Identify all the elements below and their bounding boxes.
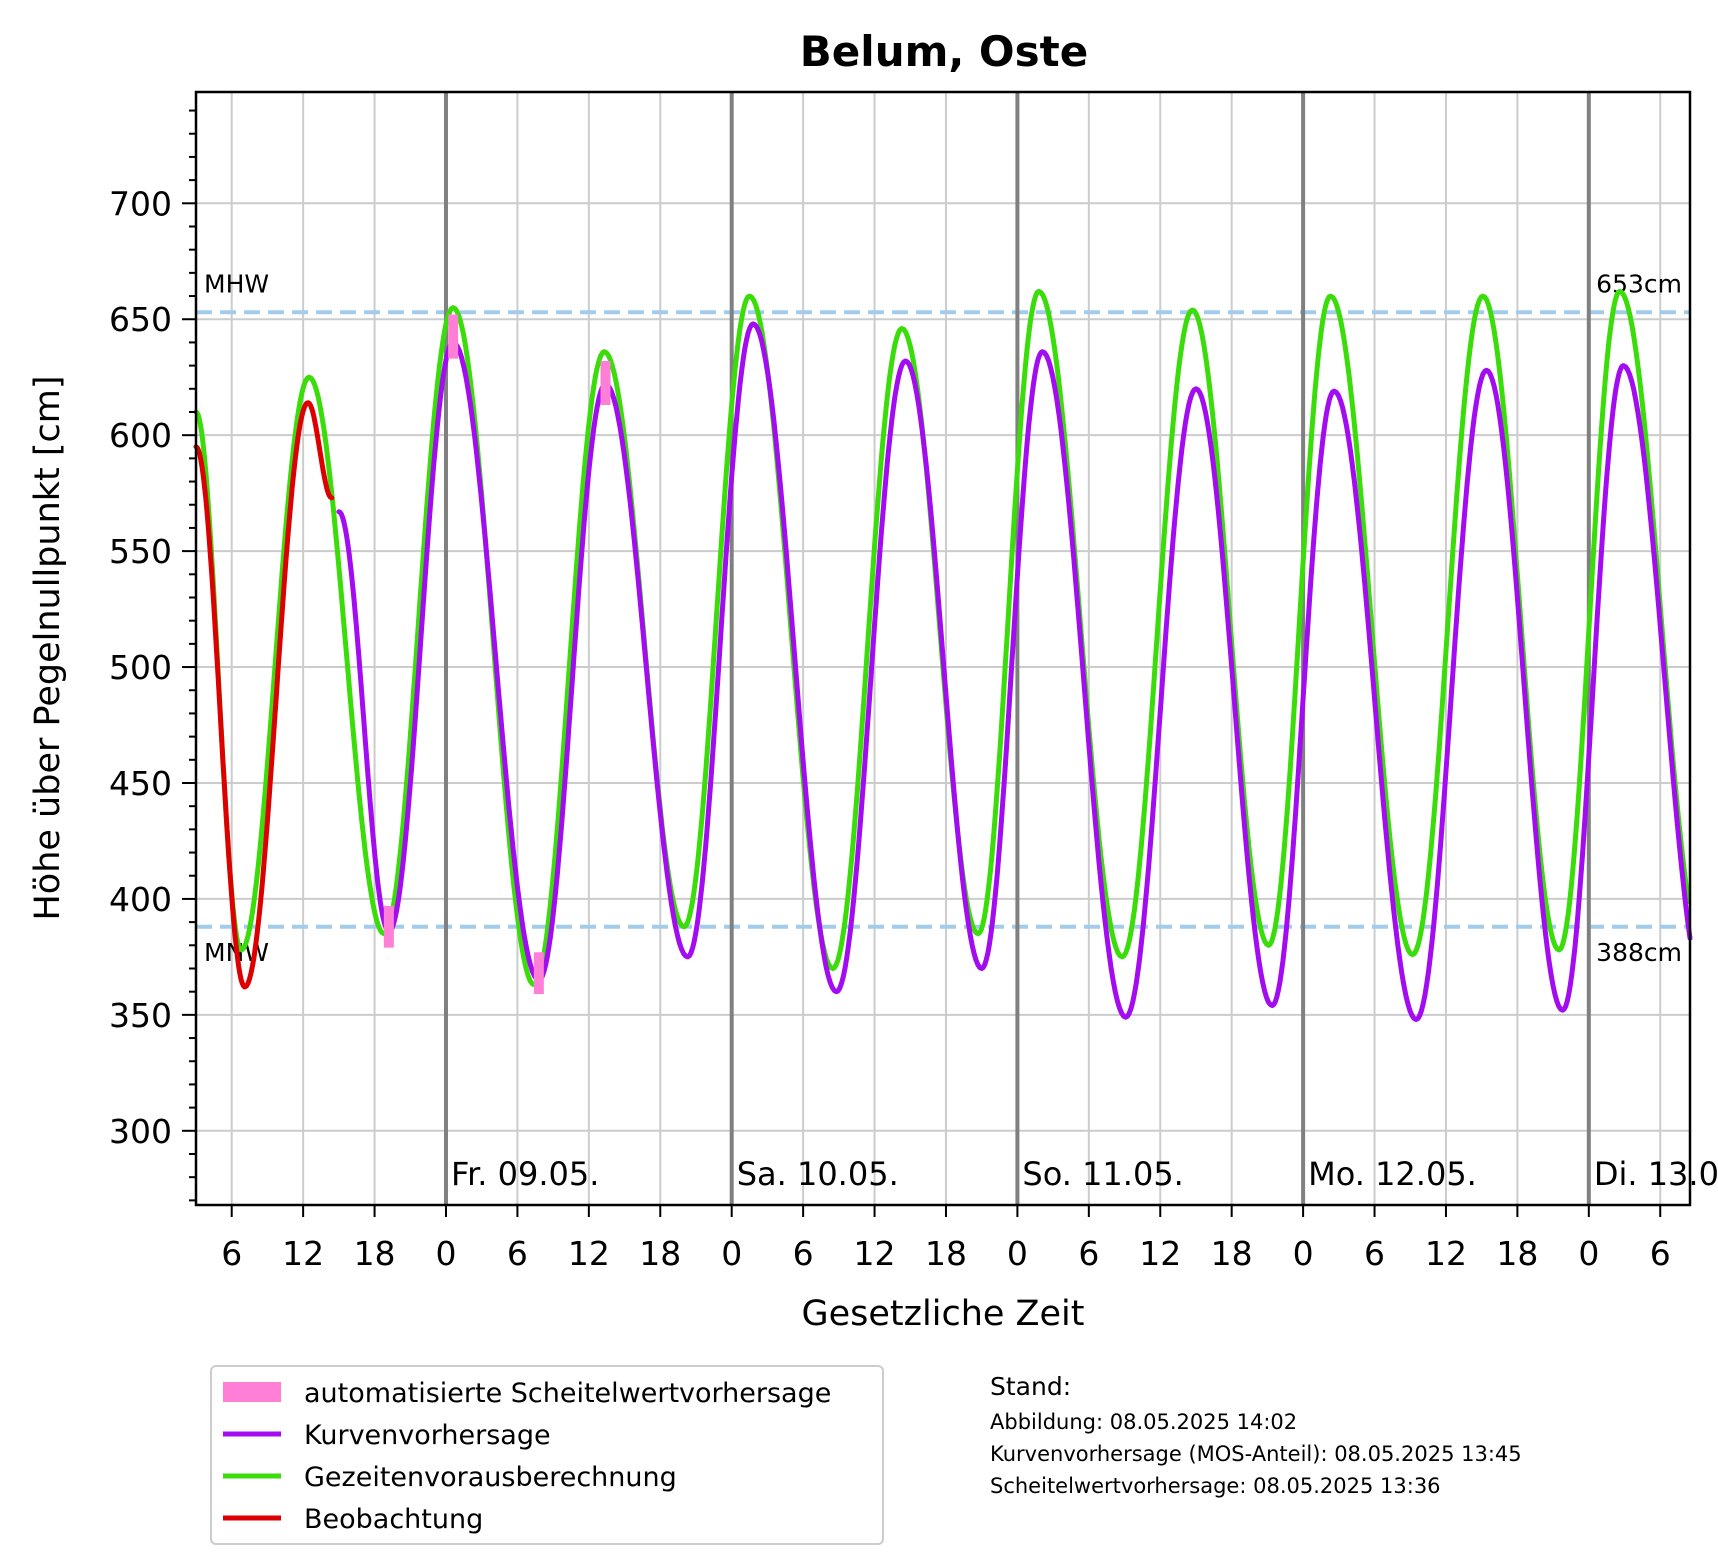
x-tick-label: 0 (435, 1234, 456, 1273)
x-tick-label: 6 (1078, 1234, 1099, 1273)
reference-line-name: MHW (204, 269, 269, 298)
legend-label: Kurvenvorhersage (304, 1420, 551, 1451)
legend-label: automatisierte Scheitelwertvorhersage (304, 1378, 831, 1409)
reference-line-value: 653cm (1596, 269, 1682, 298)
x-tick-label: 12 (568, 1234, 610, 1273)
day-label: Di. 13.05. (1594, 1155, 1718, 1193)
legend-swatch (223, 1382, 281, 1402)
x-tick-label: 6 (221, 1234, 242, 1273)
legend-label: Gezeitenvorausberechnung (304, 1462, 677, 1493)
y-tick-label: 500 (109, 648, 172, 687)
series-line-kurvenvorhersage (336, 321, 1693, 1022)
series-lines (193, 288, 1693, 1022)
x-tick-label: 0 (721, 1234, 742, 1273)
x-tick-label: 12 (282, 1234, 324, 1273)
x-tick-label: 18 (1496, 1234, 1538, 1273)
y-tick-label: 400 (109, 880, 172, 919)
x-tick-label: 6 (507, 1234, 528, 1273)
x-tick-label: 18 (639, 1234, 681, 1273)
x-tick-label: 0 (1578, 1234, 1599, 1273)
series-line-beobachtung (193, 400, 335, 990)
y-tick-label: 650 (109, 300, 172, 339)
x-tick-label: 6 (1650, 1234, 1671, 1273)
day-label: So. 11.05. (1022, 1155, 1183, 1193)
day-label: Mo. 12.05. (1308, 1155, 1477, 1193)
legend-label: Beobachtung (304, 1504, 483, 1535)
y-tick-label: 350 (109, 996, 172, 1035)
stand-info: Stand: Abbildung: 08.05.2025 14:02 Kurve… (990, 1372, 1522, 1498)
reference-line-value: 388cm (1596, 938, 1682, 967)
legend: automatisierte Scheitelwertvorhersage Kur… (210, 1365, 884, 1545)
x-tick-label: 0 (1007, 1234, 1028, 1273)
x-tick-label: 0 (1293, 1234, 1314, 1273)
plot-frame (194, 90, 1692, 1207)
stand-line: Scheitelwertvorhersage: 08.05.2025 13:36 (990, 1474, 1441, 1498)
stand-heading: Stand: (990, 1372, 1071, 1401)
stand-line: Abbildung: 08.05.2025 14:02 (990, 1410, 1297, 1434)
chart-title: Belum, Oste (800, 27, 1088, 76)
day-separators (443, 92, 1591, 1205)
y-tick-label: 600 (109, 416, 172, 455)
x-tick-label: 6 (793, 1234, 814, 1273)
x-tick-label: 18 (925, 1234, 967, 1273)
day-label: Sa. 10.05. (737, 1155, 899, 1193)
day-labels: Fr. 09.05. Sa. 10.05. So. 11.05. Mo. 12.05.… (451, 1155, 1718, 1193)
x-axis-label: Gesetzliche Zeit (801, 1294, 1084, 1334)
y-axis-label: Höhe über Pegelnullpunkt [cm] (28, 375, 68, 920)
y-tick-label: 700 (109, 184, 172, 223)
x-tick-label: 12 (1425, 1234, 1467, 1273)
x-axis: 6 12 18 0 6 12 18 0 6 12 18 0 6 12 18 0 6 12 18 0 6 (221, 1205, 1671, 1273)
stand-line: Kurvenvorhersage (MOS-Anteil): 08.05.202… (990, 1442, 1522, 1466)
legend-box (210, 1365, 884, 1545)
x-tick-label: 12 (854, 1234, 896, 1273)
y-axis: 300 350 400 450 500 550 600 650 700 (109, 109, 196, 1202)
x-tick-label: 12 (1139, 1234, 1181, 1273)
x-tick-label: 18 (354, 1234, 396, 1273)
x-tick-label: 18 (1211, 1234, 1253, 1273)
y-tick-label: 300 (109, 1112, 172, 1151)
y-tick-label: 550 (109, 532, 172, 571)
day-label: Fr. 09.05. (451, 1155, 599, 1193)
x-tick-label: 6 (1364, 1234, 1385, 1273)
y-tick-label: 450 (109, 764, 172, 803)
